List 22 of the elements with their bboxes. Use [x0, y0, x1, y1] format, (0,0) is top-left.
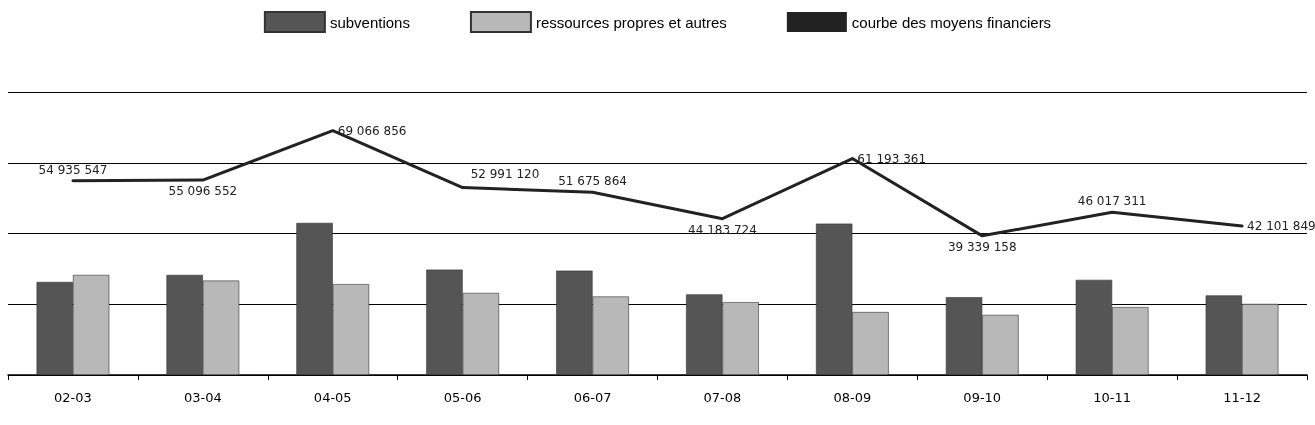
x-tick-label: 03-04 [183, 390, 222, 405]
legend-label: courbe des moyens financiers [851, 13, 1052, 31]
data-label: 55 096 552 [168, 184, 238, 199]
x-tick-label: 05-06 [443, 390, 482, 405]
data-label: 39 339 158 [947, 239, 1017, 254]
x-tick-label: 11-12 [1223, 390, 1261, 405]
data-label: 61 193 361 [857, 151, 927, 166]
data-label: 44 183 724 [688, 222, 757, 237]
data-label: 54 935 547 [38, 162, 108, 177]
x-tick-label: 10-11 [1093, 390, 1132, 405]
x-tick-label: 08-09 [833, 390, 872, 405]
data-label: 52 991 120 [470, 166, 540, 181]
x-tick-label: 07-08 [703, 390, 742, 405]
x-tick-label: 02-03 [54, 390, 92, 405]
legend-label: subventions [329, 13, 410, 31]
legend-label: ressources propres et autres [535, 13, 727, 31]
data-label: 46 017 311 [1077, 194, 1147, 209]
data-label: 51 675 864 [558, 174, 627, 189]
x-tick-label: 04-05 [313, 390, 352, 405]
data-label: 42 101 849 [1247, 219, 1315, 234]
x-tick-label: 06-07 [573, 390, 612, 405]
x-tick-label: 09-10 [963, 390, 1002, 405]
